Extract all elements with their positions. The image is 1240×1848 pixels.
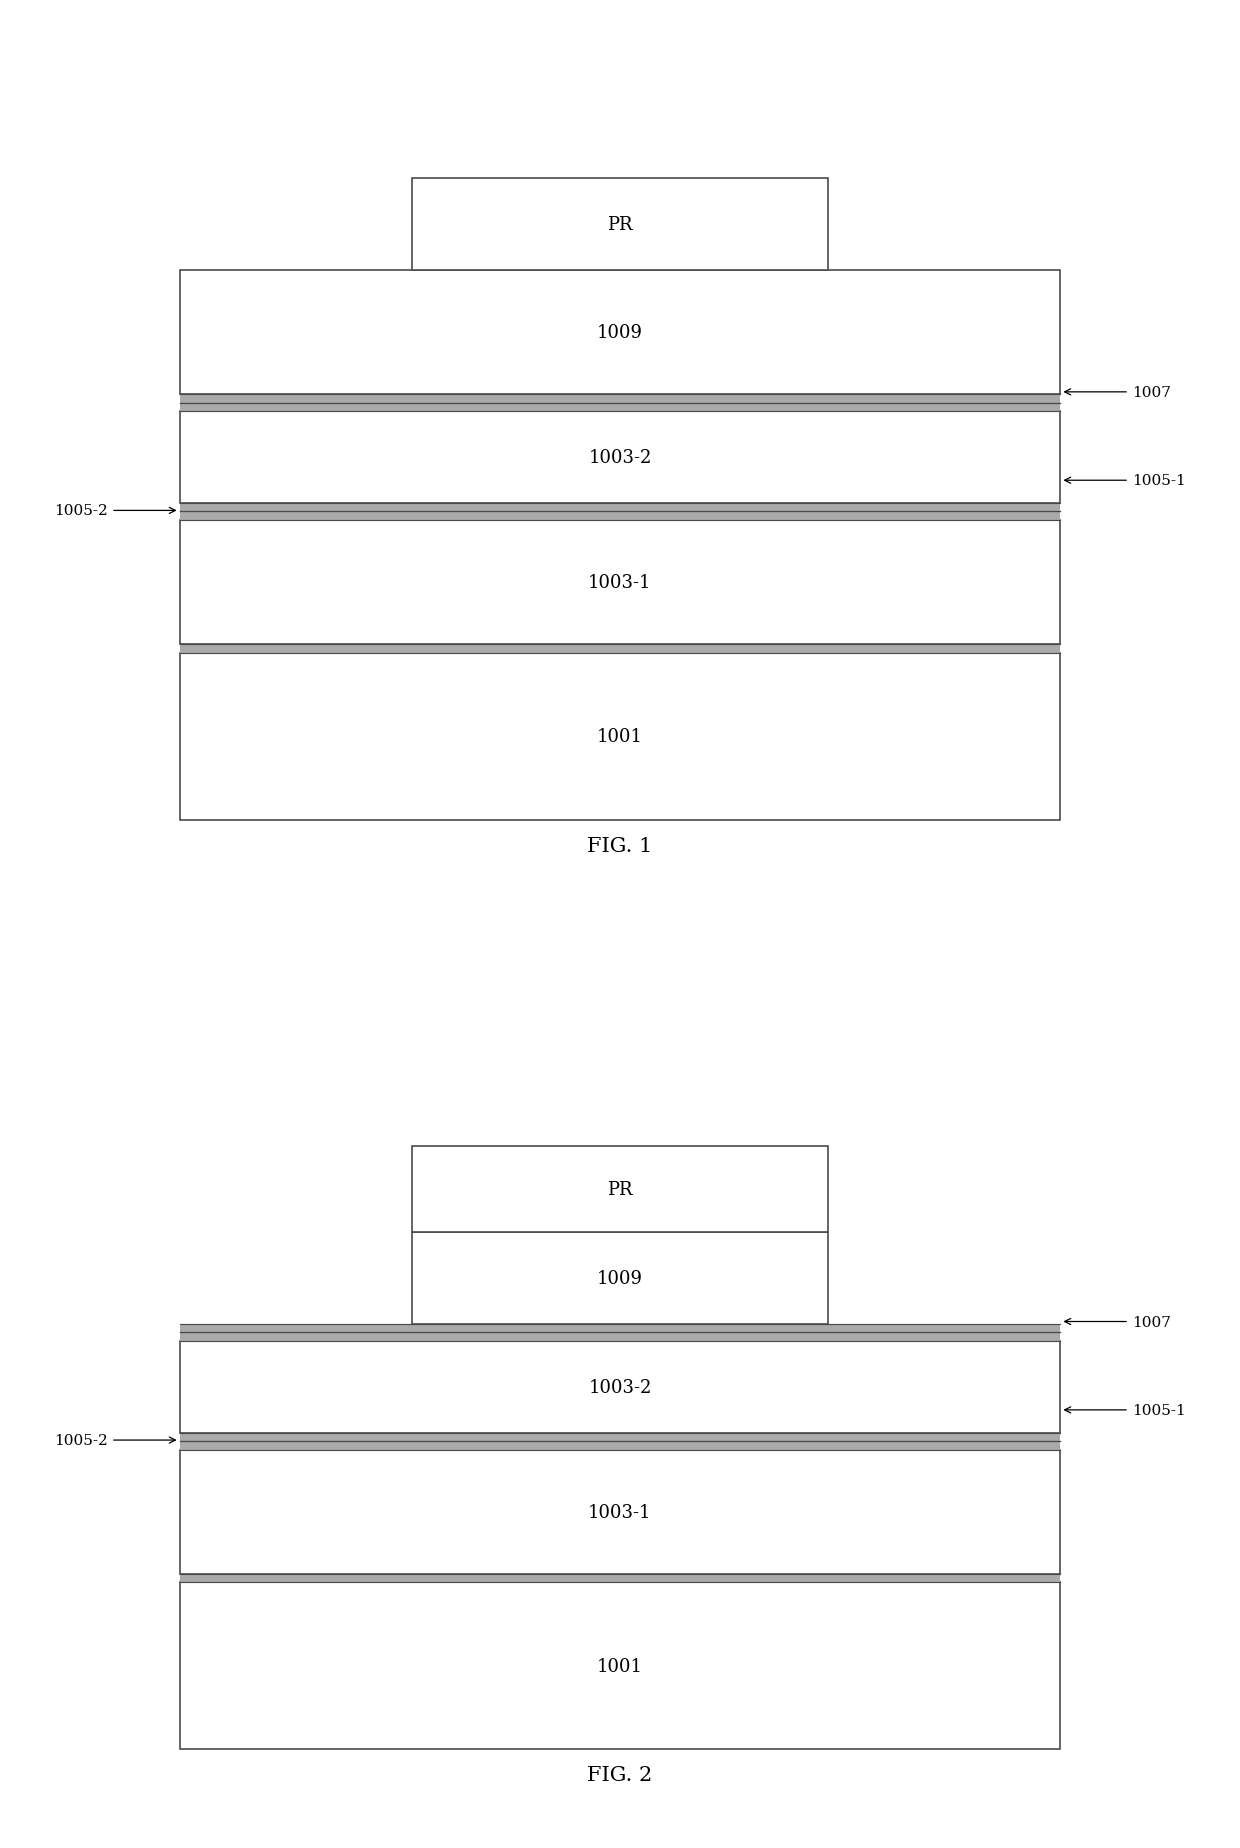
- Bar: [180, 505, 1060, 512]
- Bar: [412, 179, 828, 272]
- Bar: [180, 403, 1060, 412]
- Bar: [180, 521, 1060, 645]
- Bar: [180, 1441, 1060, 1451]
- Text: 1007: 1007: [1065, 386, 1171, 399]
- Text: PR: PR: [608, 1181, 632, 1198]
- Bar: [180, 654, 1060, 821]
- Text: 1005-2: 1005-2: [55, 1434, 175, 1447]
- Text: 1003-2: 1003-2: [588, 1379, 652, 1395]
- Bar: [180, 1342, 1060, 1432]
- Text: FIG. 2: FIG. 2: [588, 1765, 652, 1785]
- Bar: [180, 645, 1060, 654]
- Bar: [180, 412, 1060, 505]
- Bar: [180, 1432, 1060, 1441]
- Text: PR: PR: [608, 216, 632, 235]
- Bar: [180, 512, 1060, 521]
- Text: 1007: 1007: [1065, 1314, 1171, 1329]
- Text: 1009: 1009: [596, 1270, 644, 1288]
- Text: 1001: 1001: [596, 1658, 644, 1674]
- Text: 1003-2: 1003-2: [588, 449, 652, 468]
- Bar: [180, 1451, 1060, 1574]
- Bar: [180, 1323, 1060, 1332]
- Bar: [412, 1146, 828, 1233]
- Text: 1009: 1009: [596, 323, 644, 342]
- Text: 1003-1: 1003-1: [588, 573, 652, 591]
- Text: 1005-1: 1005-1: [1065, 473, 1185, 488]
- Text: 1001: 1001: [596, 728, 644, 747]
- Text: 1005-2: 1005-2: [55, 505, 175, 517]
- Text: 1003-1: 1003-1: [588, 1502, 652, 1521]
- Bar: [180, 395, 1060, 403]
- Bar: [180, 1582, 1060, 1750]
- Bar: [180, 1574, 1060, 1582]
- Bar: [412, 1233, 828, 1323]
- Bar: [180, 1332, 1060, 1342]
- Text: 1005-1: 1005-1: [1065, 1403, 1185, 1417]
- Bar: [180, 272, 1060, 395]
- Text: FIG. 1: FIG. 1: [588, 837, 652, 856]
